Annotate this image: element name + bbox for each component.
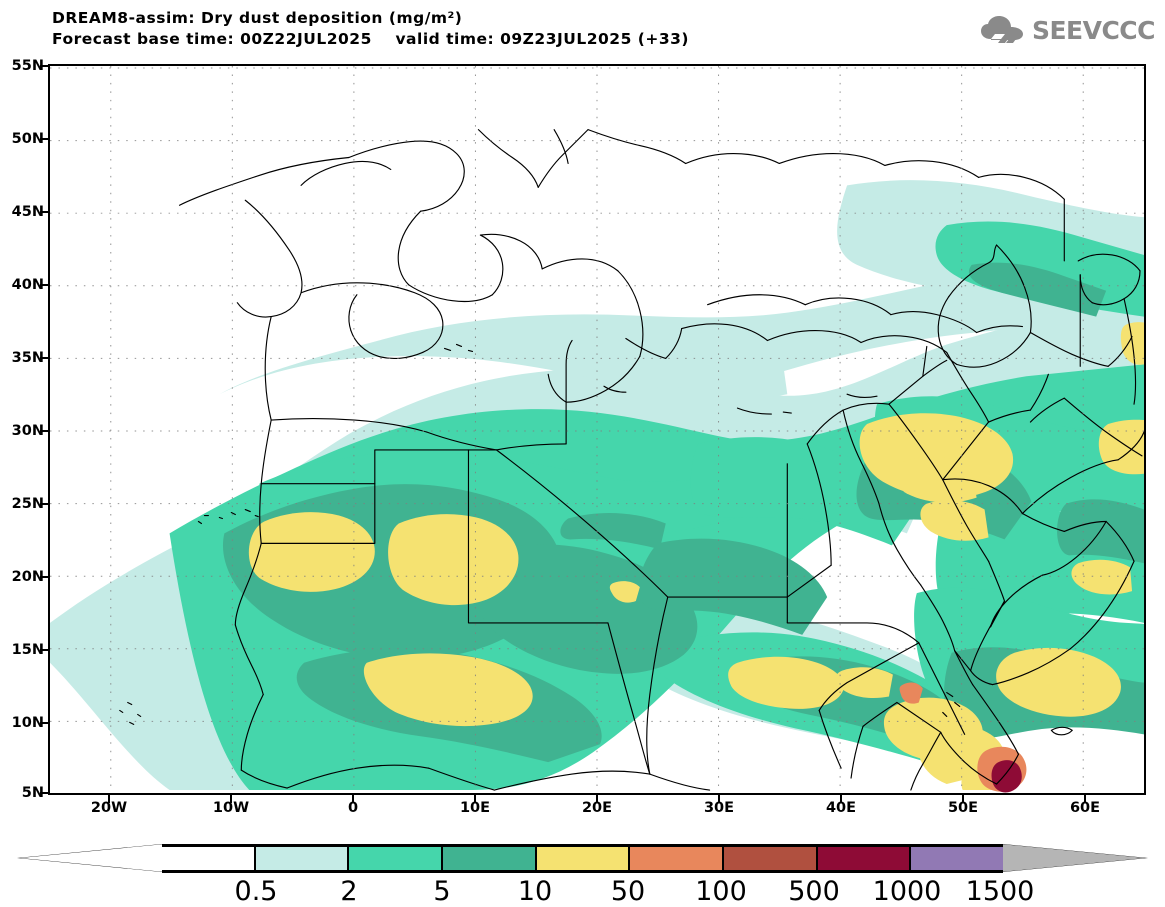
y-tick-mark (40, 357, 48, 359)
colorbar-tick-label: 2 (340, 876, 358, 907)
y-tick-label: 10N (11, 715, 44, 731)
colorbar-segment-10-50 (536, 845, 631, 872)
y-tick-label: 25N (11, 496, 44, 512)
y-tick-label: 35N (11, 350, 44, 366)
colorbar-segment-2-5 (349, 845, 444, 872)
x-tick-label: 20E (581, 800, 613, 816)
y-tick-label: 30N (11, 423, 44, 439)
seevccc-logo: SEEVCCC (979, 10, 1156, 50)
y-tick-label: 15N (11, 642, 44, 658)
x-tick-mark (718, 795, 720, 803)
colorbar-tick-label: 100 (695, 876, 747, 907)
colorbar-tick-label: 5 (433, 876, 451, 907)
x-tick-label: 40E (825, 800, 857, 816)
x-tick-mark (1084, 795, 1086, 803)
y-tick-mark (40, 792, 48, 794)
colorbar-segment-0.5-2 (255, 845, 350, 872)
colorbar-tick-label: 1500 (965, 876, 1035, 907)
y-tick-mark (40, 722, 48, 724)
y-tick-mark (40, 284, 48, 286)
colorbar-segment-5-10 (443, 845, 537, 872)
colorbar-over-arrow (1000, 844, 1145, 872)
y-tick-mark (40, 138, 48, 140)
y-tick-label: 20N (11, 569, 44, 585)
colorbar-segment-500-1000 (817, 845, 912, 872)
y-tick-label: 55N (11, 58, 44, 74)
x-tick-mark (474, 795, 476, 803)
colorbar-segment-50-100 (630, 845, 725, 872)
colorbar-segment-1000-1500 (911, 845, 1004, 872)
x-tick-label: 50E (947, 800, 979, 816)
dust-deposition-map (50, 66, 1144, 793)
x-tick-mark (962, 795, 964, 803)
gridlines (50, 66, 1144, 793)
x-tick-mark (352, 795, 354, 803)
cloud-icon (980, 16, 1023, 43)
y-tick-label: 50N (11, 131, 44, 147)
x-tick-label: 60E (1069, 800, 1101, 816)
x-tick-label: 10W (212, 800, 250, 816)
colorbar-bottom-rule (162, 870, 1003, 873)
x-tick-label: 30E (703, 800, 735, 816)
y-tick-label: 40N (11, 277, 44, 293)
coastlines-and-borders (119, 129, 1144, 791)
x-tick-label: 0 (347, 800, 359, 816)
colorbar-segment-100-500 (724, 845, 818, 872)
colorbar-tick-label: 10 (517, 876, 553, 907)
x-tick-label: 20W (90, 800, 128, 816)
colorbar-segment-below-0.5 (162, 845, 256, 872)
colorbar-tick-label: 500 (788, 876, 840, 907)
y-tick-label: 45N (11, 204, 44, 220)
y-tick-mark (40, 649, 48, 651)
x-tick-mark (840, 795, 842, 803)
y-tick-mark (40, 430, 48, 432)
colorbar-tick-label: 1000 (872, 876, 942, 907)
colorbar-top-rule (162, 844, 1003, 847)
map-plot-area (48, 64, 1146, 795)
y-tick-mark (40, 65, 48, 67)
colorbar-tick-label: 0.5 (234, 876, 278, 907)
colorbar: 0.5 2 5 10 50 100 500 1000 1500 (0, 840, 1165, 907)
y-tick-label: 5N (21, 785, 44, 801)
forecast-time-subtitle: Forecast base time: 00Z22JUL2025 valid t… (52, 30, 689, 48)
y-tick-mark (40, 211, 48, 213)
x-tick-label: 10E (459, 800, 491, 816)
chart-header: DREAM8-assim: Dry dust deposition (mg/m²… (0, 0, 1165, 58)
y-tick-mark (40, 503, 48, 505)
colorbar-tick-label: 50 (610, 876, 646, 907)
x-tick-mark (230, 795, 232, 803)
colorbar-segments (162, 845, 1004, 872)
colorbar-under-arrow (20, 844, 165, 872)
x-tick-mark (596, 795, 598, 803)
dust-contour-field (50, 180, 1144, 793)
y-tick-mark (40, 576, 48, 578)
page-title: DREAM8-assim: Dry dust deposition (mg/m²… (52, 9, 463, 27)
x-tick-mark (108, 795, 110, 803)
logo-text: SEEVCCC (1031, 15, 1156, 45)
